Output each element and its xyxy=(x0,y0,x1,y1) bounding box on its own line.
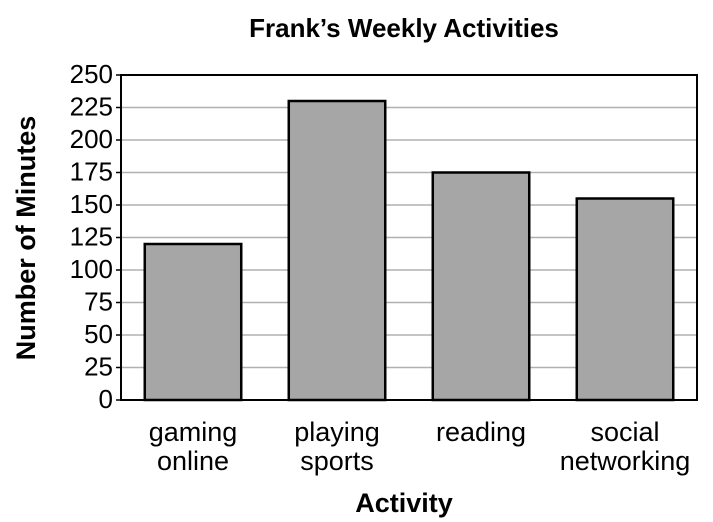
y-tick-label: 125 xyxy=(70,221,113,251)
y-tick-label: 250 xyxy=(70,59,113,89)
y-tick-label: 200 xyxy=(70,124,113,154)
x-tick-label: reading xyxy=(435,417,527,447)
bar xyxy=(287,99,387,402)
y-tick-label: 0 xyxy=(99,384,113,414)
y-tick-label: 50 xyxy=(84,319,113,349)
y-tick-label: 175 xyxy=(70,156,113,186)
x-tick-label: playing sports xyxy=(294,417,380,476)
y-tick-label: 150 xyxy=(70,189,113,219)
bar xyxy=(575,197,675,402)
bar xyxy=(143,242,243,402)
bar xyxy=(431,171,531,402)
plot-border xyxy=(120,74,698,401)
x-axis-label: Activity xyxy=(355,488,453,518)
chart-title: Frank’s Weekly Activities xyxy=(249,13,559,43)
y-tick-label: 225 xyxy=(70,91,113,121)
y-axis-label: Number of Minutes xyxy=(11,116,41,361)
x-tick-label: gaming online xyxy=(148,417,238,476)
y-tick-label: 75 xyxy=(84,286,113,316)
y-tick-label: 25 xyxy=(84,351,113,381)
x-tick-label: social networking xyxy=(559,417,691,476)
y-tick-label: 100 xyxy=(70,254,113,284)
